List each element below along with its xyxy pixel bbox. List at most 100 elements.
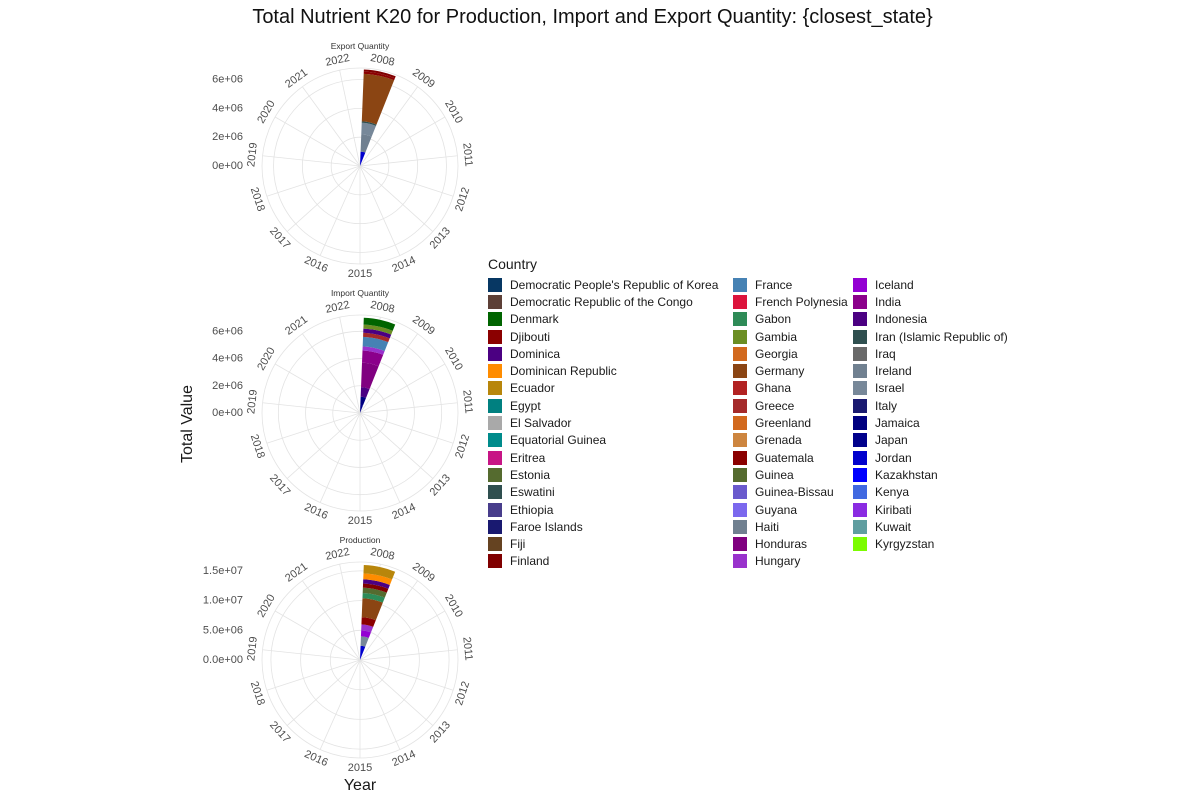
legend-key (853, 294, 867, 309)
legend-item: Iraq (853, 345, 1008, 362)
x-tick-label: 2008 (369, 546, 395, 563)
legend-key (488, 398, 502, 413)
bar-segment-ireland (360, 134, 372, 153)
y-tick-label: 6e+06 (212, 325, 243, 337)
grid-spoke (319, 165, 361, 256)
grid-spoke (359, 649, 458, 661)
legend-label: Ireland (875, 364, 912, 379)
x-tick-label: 2011 (460, 389, 474, 414)
legend-label: Guinea (755, 467, 794, 482)
bar-segment-finland (363, 69, 396, 79)
chart-title: Total Nutrient K20 for Production, Impor… (252, 6, 933, 28)
grid-spoke (359, 580, 418, 661)
legend-label: Greece (755, 398, 795, 413)
legend-label: Democratic People's Republic of Korea (510, 277, 719, 292)
legend-key (853, 312, 867, 327)
grid-spoke (302, 580, 361, 661)
y-tick-label: 1.5e+07 (203, 565, 243, 577)
x-tick-label: 2010 (442, 592, 465, 619)
bar-segment-ecuador (363, 565, 396, 580)
x-tick-label: 2013 (428, 719, 453, 745)
bar-segment-germany (361, 598, 383, 621)
x-tick-label: 2021 (283, 67, 310, 91)
legend-label: Kiribati (875, 502, 912, 517)
legend-key (853, 467, 867, 482)
legend-key (733, 312, 747, 327)
legend-key (853, 381, 867, 396)
legend-label: Germany (755, 364, 805, 379)
grid-spoke (274, 116, 361, 167)
grid-spoke (359, 165, 401, 256)
legend-label: Finland (510, 554, 550, 569)
y-tick-label: 0e+00 (212, 407, 243, 419)
bar-segment-jordan (360, 151, 366, 166)
legend-item: Dominica (488, 345, 718, 362)
legend-label: Dominica (510, 346, 561, 361)
facet-label-import-quantity: Import Quantity (331, 288, 390, 298)
x-tick-label: 2011 (460, 142, 474, 167)
legend-key (488, 554, 502, 569)
legend-label: Ethiopia (510, 502, 554, 517)
legend-label: Gambia (755, 329, 798, 344)
legend-key (853, 416, 867, 431)
legend-label: Jamaica (875, 416, 920, 431)
y-tick-label: 0e+00 (212, 160, 243, 172)
bar-segment-france (362, 336, 389, 352)
bar-segment-guatemala (363, 71, 395, 81)
legend-item: Equatorial Guinea (488, 432, 718, 449)
bar-segment-finland (362, 583, 389, 593)
legend-label: Indonesia (875, 312, 928, 327)
grid-spoke (262, 402, 361, 414)
x-tick-label: 2017 (267, 225, 292, 251)
grid-spoke (359, 659, 454, 691)
legend-item: Eritrea (488, 449, 718, 466)
grid-spoke (286, 165, 361, 232)
legend-item: Gabon (733, 311, 848, 328)
legend-item: Hungary (733, 553, 848, 570)
legend-label: Kyrgyzstan (875, 537, 935, 552)
x-tick-label: 2012 (453, 680, 472, 707)
y-tick-label: 0.0e+00 (203, 654, 243, 666)
x-tick-label: 2018 (248, 433, 267, 460)
x-tick-label: 2019 (245, 142, 259, 168)
legend-key (853, 502, 867, 517)
x-tick-label: 2017 (267, 719, 292, 745)
legend-item: Guyana (733, 501, 848, 518)
legend-label: Democratic Republic of the Congo (510, 294, 693, 309)
legend-key (488, 294, 502, 309)
bar-segment-dominica (363, 579, 390, 589)
legend-key (733, 485, 747, 500)
grid-spoke (359, 165, 434, 232)
legend-item: Ireland (853, 362, 1008, 379)
legend-key (853, 537, 867, 552)
bar-segment-dominican-republic (363, 573, 393, 585)
bar-segment-denmark (363, 317, 396, 331)
legend-key (733, 294, 747, 309)
x-tick-label: 2009 (410, 314, 437, 338)
legend-key (733, 433, 747, 448)
grid-spoke (339, 564, 361, 661)
legend-item: Fiji (488, 535, 718, 552)
grid-spoke (266, 659, 361, 691)
legend-label: Israel (875, 381, 905, 396)
legend-key (853, 519, 867, 534)
x-tick-label: 2009 (410, 561, 437, 585)
legend-key (853, 398, 867, 413)
legend-item: Dominican Republic (488, 362, 718, 379)
legend-item: Ethiopia (488, 501, 718, 518)
legend-item: Haiti (733, 518, 848, 535)
legend-label: Dominican Republic (510, 364, 617, 379)
legend-key (488, 502, 502, 517)
legend-item: Jordan (853, 449, 1008, 466)
grid-spoke (262, 155, 361, 167)
legend-item: Faroe Islands (488, 518, 718, 535)
grid-spoke (339, 70, 361, 167)
legend-label: Grenada (755, 433, 802, 448)
y-tick-label: 6e+06 (212, 74, 243, 86)
x-tick-label: 2021 (283, 314, 310, 338)
legend-item: Iran (Islamic Republic of) (853, 328, 1008, 345)
legend-item: Kyrgyzstan (853, 535, 1008, 552)
legend-key (488, 416, 502, 431)
x-tick-label: 2021 (283, 561, 310, 585)
legend-item: Germany (733, 362, 848, 379)
